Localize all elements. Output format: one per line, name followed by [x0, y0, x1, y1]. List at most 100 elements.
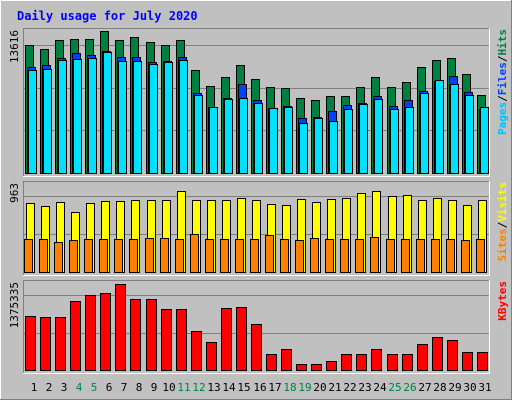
bars	[25, 284, 488, 371]
x-tick-label: 16	[253, 381, 266, 394]
x-tick-label: 28	[433, 381, 446, 394]
bar-pages-day-16	[254, 103, 263, 174]
bar-sites-day-7	[114, 239, 123, 273]
bar-sites-day-3	[54, 242, 63, 273]
x-tick-label: 30	[463, 381, 476, 394]
x-tick-label: 27	[418, 381, 431, 394]
bar-sites-day-12	[190, 234, 199, 273]
bar-sites-day-2	[39, 239, 48, 273]
x-tick-label: 24	[373, 381, 387, 394]
bar-sites-day-6	[99, 239, 108, 273]
bar-kbytes-day-10	[161, 309, 172, 371]
x-tick-label: 7	[121, 381, 128, 394]
bar-kbytes-day-1	[25, 316, 36, 371]
x-tick-label: 2	[46, 381, 53, 394]
bar-pages-day-9	[149, 64, 158, 174]
bar-sites-day-30	[461, 240, 470, 273]
bar-kbytes-day-5	[85, 295, 96, 371]
legend: Pages/Files/Hits	[496, 29, 509, 135]
bar-pages-day-28	[435, 80, 444, 174]
bar-pages-day-6	[103, 52, 112, 174]
bar-sites-day-25	[386, 239, 395, 273]
bar-kbytes-day-16	[251, 324, 262, 371]
bar-pages-day-21	[329, 121, 338, 174]
x-tick-label: 6	[106, 381, 113, 394]
panel-kbytes: 1375335 KBytes	[8, 280, 509, 374]
bar-sites-day-11	[175, 239, 184, 273]
x-tick-label: 29	[448, 381, 461, 394]
bar-pages-day-18	[284, 107, 293, 174]
bar-pages-day-5	[88, 58, 97, 174]
bar-kbytes-day-12	[191, 331, 202, 371]
bar-kbytes-day-6	[100, 293, 111, 371]
chart-panels: 13616Pages/Files/Hits963Sites/Visits1375…	[8, 28, 509, 374]
bar-sites-day-19	[295, 240, 304, 273]
bar-kbytes-day-14	[221, 308, 232, 371]
bar-sites-day-18	[280, 239, 289, 273]
bar-pages-day-31	[480, 107, 489, 174]
legend-entry: Files	[496, 62, 509, 95]
x-tick-label: 25	[388, 381, 401, 394]
bar-pages-day-12	[194, 95, 203, 174]
bar-pages-day-3	[58, 60, 67, 174]
bar-kbytes-day-25	[387, 354, 398, 371]
bar-kbytes-day-11	[176, 309, 187, 371]
legend: Sites/Visits	[496, 182, 509, 262]
bar-kbytes-day-21	[326, 361, 337, 371]
x-tick-label: 13	[207, 381, 220, 394]
bar-kbytes-day-7	[115, 284, 126, 371]
bar-pages-day-27	[420, 93, 429, 174]
x-tick-label: 18	[283, 381, 296, 394]
bar-pages-day-29	[450, 84, 459, 174]
bar-pages-day-24	[374, 99, 383, 174]
bar-kbytes-day-29	[447, 340, 458, 371]
x-tick-label: 10	[162, 381, 175, 394]
bar-pages-day-20	[314, 118, 323, 174]
legend-entry: Visits	[496, 182, 509, 222]
bar-pages-day-8	[133, 61, 142, 174]
bar-sites-day-22	[340, 239, 349, 273]
bar-sites-day-29	[446, 239, 455, 273]
x-tick-label: 23	[358, 381, 371, 394]
bar-pages-day-10	[164, 62, 173, 174]
bars	[24, 191, 487, 273]
bar-sites-day-24	[370, 237, 379, 273]
bar-kbytes-day-2	[40, 317, 51, 371]
x-tick-label: 14	[222, 381, 236, 394]
x-tick-label: 20	[313, 381, 326, 394]
bar-pages-day-22	[344, 109, 353, 174]
y-max-label: 13616	[8, 30, 21, 63]
bar-pages-day-23	[359, 104, 368, 174]
bar-pages-day-25	[390, 109, 399, 174]
bar-pages-day-11	[179, 60, 188, 174]
x-tick-label: 9	[151, 381, 158, 394]
x-tick-label: 4	[76, 381, 83, 394]
panel-hits-files-pages: 13616 Pages/Files/Hits	[8, 28, 509, 177]
bar-pages-day-19	[299, 123, 308, 174]
x-tick-label: 22	[343, 381, 356, 394]
x-tick-label: 21	[328, 381, 341, 394]
x-tick-label: 11	[177, 381, 190, 394]
bar-kbytes-day-3	[55, 317, 66, 371]
bar-sites-day-20	[310, 238, 319, 273]
bar-pages-day-17	[269, 108, 278, 174]
bar-kbytes-day-22	[341, 354, 352, 371]
chart-title: Daily usage for July 2020	[17, 9, 198, 23]
bar-sites-day-26	[401, 239, 410, 273]
bar-kbytes-day-15	[236, 307, 247, 371]
x-tick-label: 8	[136, 381, 143, 394]
bar-kbytes-day-4	[70, 301, 81, 371]
bar-kbytes-day-19	[296, 364, 307, 371]
bar-kbytes-day-23	[356, 354, 367, 371]
bar-pages-day-7	[118, 61, 127, 174]
x-tick-label: 12	[192, 381, 205, 394]
bar-kbytes-day-31	[477, 352, 488, 371]
bar-sites-day-10	[160, 238, 169, 273]
bar-kbytes-day-17	[266, 354, 277, 371]
bar-sites-day-28	[431, 239, 440, 273]
bar-sites-day-16	[250, 239, 259, 273]
legend-entry: Sites	[496, 228, 509, 261]
bar-sites-day-23	[355, 239, 364, 273]
bar-kbytes-day-9	[146, 299, 157, 371]
bar-sites-day-9	[145, 238, 154, 273]
